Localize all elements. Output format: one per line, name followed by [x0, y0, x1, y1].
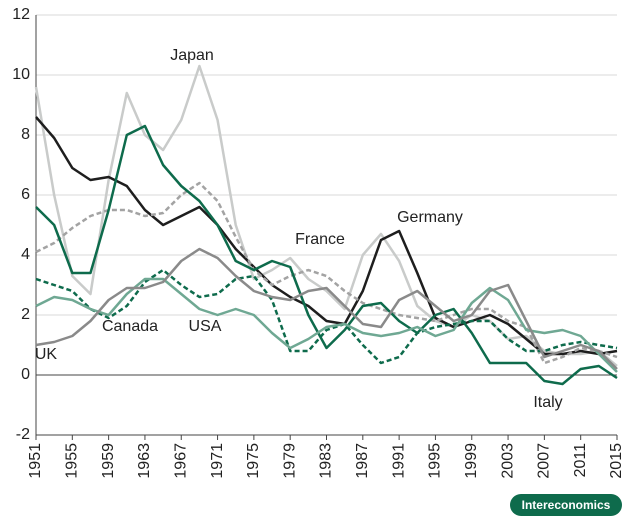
logo-text: Intereconomics — [522, 498, 611, 512]
x-tick-label: 1951 — [27, 443, 44, 479]
x-tick-label: 2007 — [536, 443, 553, 479]
series-label: Japan — [170, 47, 214, 64]
x-tick-label: 1967 — [172, 443, 189, 479]
series-line — [35, 124, 618, 386]
y-tick-label: 8 — [21, 126, 30, 143]
y-tick-label: 6 — [21, 186, 30, 203]
x-tick-label: 1971 — [209, 443, 226, 479]
y-tick-label: 12 — [12, 6, 30, 23]
x-tick-label: 2015 — [608, 443, 625, 479]
x-tick-label: 2003 — [499, 443, 516, 479]
series-label: USA — [189, 318, 222, 335]
y-tick-label: 2 — [21, 306, 30, 323]
series-label: France — [295, 231, 345, 248]
logo-badge — [510, 494, 622, 516]
series-line — [35, 247, 618, 370]
series-label: Italy — [533, 394, 562, 411]
y-tick-label: 10 — [12, 66, 30, 83]
y-tick-label: -2 — [16, 426, 30, 443]
x-tick-label: 1963 — [136, 443, 153, 479]
x-tick-label: 1983 — [318, 443, 335, 479]
series-label: Germany — [397, 209, 463, 226]
series-line — [34, 64, 618, 367]
y-tick-label: 4 — [21, 246, 30, 263]
x-tick-label: 1987 — [354, 443, 371, 479]
x-tick-label: 1979 — [281, 443, 298, 479]
series-line — [35, 116, 618, 356]
series-label: UK — [35, 346, 58, 363]
x-tick-label: 1955 — [64, 443, 81, 479]
series-line — [35, 268, 618, 365]
x-tick-label: 1959 — [100, 443, 117, 479]
series-label: Canada — [102, 318, 158, 335]
y-tick-label: 0 — [21, 366, 30, 383]
x-tick-label: 1991 — [390, 443, 407, 479]
series-line — [35, 181, 618, 365]
x-tick-label: 2011 — [572, 443, 589, 478]
x-tick-label: 1995 — [427, 443, 444, 479]
x-tick-label: 1999 — [463, 443, 480, 479]
x-tick-label: 1975 — [245, 443, 262, 479]
